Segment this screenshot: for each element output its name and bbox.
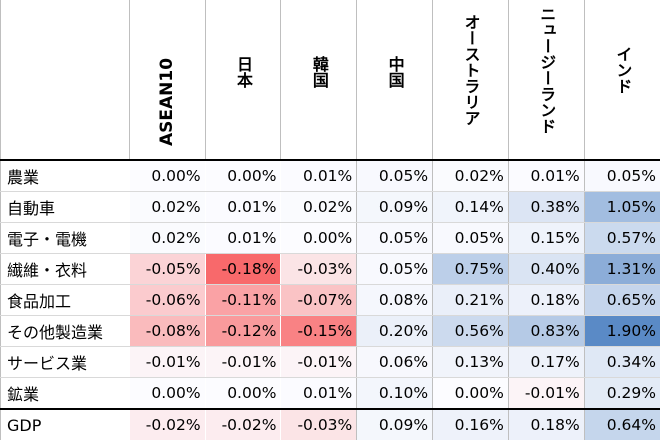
heatmap-cell: 0.05% [433,223,509,254]
heatmap-cell: 0.08% [357,285,433,316]
table-row: その他製造業-0.08%-0.12%-0.15%0.20%0.56%0.83%1… [1,316,660,347]
row-label: 繊維・衣料 [1,254,130,285]
heatmap-cell: 0.10% [357,378,433,410]
heatmap-cell: 0.20% [357,316,433,347]
table-row: 食品加工-0.06%-0.11%-0.07%0.08%0.21%0.18%0.6… [1,285,660,316]
column-header-label: 日本 [235,56,251,88]
heatmap-cell: -0.08% [129,316,205,347]
row-label: 農業 [1,160,130,192]
heatmap-cell: -0.05% [129,254,205,285]
column-header: ニュージーランド [508,0,584,160]
row-label: その他製造業 [1,316,130,347]
heatmap-cell: -0.18% [205,254,281,285]
heatmap-cell: 1.90% [584,316,660,347]
column-header: 中国 [357,0,433,160]
heatmap-cell: 0.38% [508,192,584,223]
heatmap-cell: 0.02% [281,192,357,223]
heatmap-cell: 0.02% [433,160,509,192]
heatmap-cell: -0.01% [205,347,281,378]
heatmap-cell: 0.01% [281,378,357,410]
heatmap-cell: 0.83% [508,316,584,347]
heatmap-cell: 0.00% [205,378,281,410]
header-row: ASEAN10 日本 韓国 中国 オーストラリア ニュージーランド インド [1,0,660,160]
heatmap-cell: 0.00% [433,378,509,410]
heatmap-cell: 0.29% [584,378,660,410]
heatmap-cell: 0.14% [433,192,509,223]
row-label: 電子・電機 [1,223,130,254]
heatmap-cell: 0.02% [129,192,205,223]
heatmap-cell: -0.07% [281,285,357,316]
column-header: ASEAN10 [129,0,205,160]
heatmap-cell: 0.00% [281,223,357,254]
heatmap-cell: -0.11% [205,285,281,316]
column-header-label: 中国 [387,56,403,88]
heatmap-cell: -0.12% [205,316,281,347]
column-header-label: 韓国 [311,56,327,88]
column-header-label: ASEAN10 [159,6,176,146]
table-row: 繊維・衣料-0.05%-0.18%-0.03%0.05%0.75%0.40%1.… [1,254,660,285]
heatmap-cell: -0.03% [281,254,357,285]
heatmap-cell: 0.18% [508,285,584,316]
heatmap-cell: 0.01% [508,160,584,192]
heatmap-cell: 0.05% [584,160,660,192]
heatmap-cell: -0.15% [281,316,357,347]
heatmap-cell: 0.57% [584,223,660,254]
column-header: オーストラリア [433,0,509,160]
heatmap-cell: 0.00% [129,378,205,410]
heatmap-cell: -0.01% [129,347,205,378]
heatmap-table-container: ASEAN10 日本 韓国 中国 オーストラリア ニュージーランド インド 農業… [0,0,660,425]
heatmap-cell: -0.01% [508,378,584,410]
heatmap-cell: 0.05% [357,254,433,285]
heatmap-cell: 1.31% [584,254,660,285]
corner-cell [1,0,130,160]
heatmap-cell: 1.05% [584,192,660,223]
heatmap-cell: 0.05% [357,223,433,254]
table-row: サービス業-0.01%-0.01%-0.01%0.06%0.13%0.17%0.… [1,347,660,378]
column-header: インド [584,0,660,160]
column-header: 韓国 [281,0,357,160]
heatmap-cell: 0.17% [508,347,584,378]
heatmap-cell: 0.09% [357,192,433,223]
row-label: 自動車 [1,192,130,223]
heatmap-cell: 0.56% [433,316,509,347]
row-label: 食品加工 [1,285,130,316]
heatmap-cell: 0.65% [584,285,660,316]
heatmap-cell: 0.02% [129,223,205,254]
heatmap-cell: 0.00% [205,160,281,192]
row-label: 鉱業 [1,378,130,410]
column-header-label: インド [614,46,630,94]
heatmap-cell: 0.05% [357,160,433,192]
heatmap-cell: 0.15% [508,223,584,254]
heatmap-cell: 0.01% [205,192,281,223]
column-header-label: オーストラリア [462,14,478,126]
heatmap-cell: 0.06% [357,347,433,378]
heatmap-cell: 0.13% [433,347,509,378]
heatmap-cell: 0.01% [205,223,281,254]
row-label: サービス業 [1,347,130,378]
heatmap-cell: 0.34% [584,347,660,378]
heatmap-cell: 0.21% [433,285,509,316]
heatmap-cell: 0.40% [508,254,584,285]
column-header: 日本 [205,0,281,160]
column-header-label: ニュージーランド [538,6,554,134]
heatmap-cell: 0.00% [129,160,205,192]
heatmap-cell: 0.75% [433,254,509,285]
heatmap-cell: -0.01% [281,347,357,378]
heatmap-cell: 0.01% [281,160,357,192]
heatmap-cell: -0.06% [129,285,205,316]
